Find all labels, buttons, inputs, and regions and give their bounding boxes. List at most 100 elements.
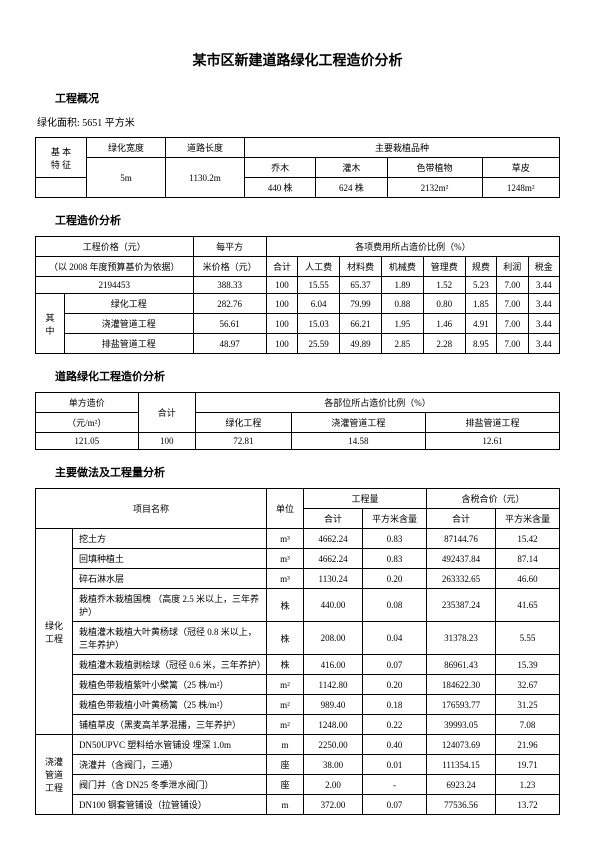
c-material: 材料费 (340, 257, 382, 277)
method-qty-table: 项目名称 单位 工程量 含税合价（元） 合计 平方米含量 合计 平方米含量 绿化… (35, 488, 560, 815)
cell: 座 (267, 755, 304, 775)
cell: 0.40 (363, 735, 427, 755)
cell: 株 (267, 655, 304, 675)
cell: 阀门井（含 DN25 冬季泄水阀门） (73, 775, 267, 795)
cell: 0.22 (363, 715, 427, 735)
cell: 0.04 (363, 622, 427, 655)
cell: 38.00 (304, 755, 363, 775)
cell: 19.71 (496, 755, 560, 775)
green-area-text: 绿化面积: 5651 平方米 (37, 114, 560, 129)
table-row: 栽植灌木栽植大叶黄杨球（冠径 0.8 米以上，三年养护）株208.000.043… (36, 622, 560, 655)
table-row: 阀门井（含 DN25 冬季泄水阀门）座2.00-6923.241.23 (36, 775, 560, 795)
cell: 41.65 (496, 589, 560, 622)
cell: 0.07 (363, 795, 427, 815)
h-ratio: 各项费用所占造价比例（%） (266, 237, 559, 257)
cell: m (267, 735, 304, 755)
cell: 0.18 (363, 695, 427, 715)
cell: 4662.24 (304, 549, 363, 569)
cell: 7.08 (496, 715, 560, 735)
table-row: 铺植草皮（黑麦高羊茅混播，三年养护）m²1248.000.2239993.057… (36, 715, 560, 735)
cell: 栽植色带栽植小叶黄杨篱（25 株/m²） (73, 695, 267, 715)
cell: - (363, 775, 427, 795)
section-overview-heading: 工程概况 (55, 90, 560, 106)
cell: 263332.65 (427, 569, 496, 589)
h-ratio: 各部位所占造价比例（%） (196, 393, 560, 413)
cell: m² (267, 715, 304, 735)
row-total: 2194453 388.33 100 15.55 65.37 1.89 1.52… (36, 277, 560, 294)
h-basis: （以 2008 年度预算基价为依据） (36, 257, 194, 277)
cell: 372.00 (304, 795, 363, 815)
row-green: 其 中 绿化工程 282.76 100 6.04 79.99 0.88 0.80… (36, 294, 560, 314)
cell: m² (267, 695, 304, 715)
road-cost-table: 单方造价 合计 各部位所占造价比例（%） （元/m²） 绿化工程 浇灌管道工程 … (35, 392, 560, 450)
h-qty-total: 合计 (304, 509, 363, 529)
col-species: 主要栽植品种 (245, 138, 560, 158)
val-colorband: 2132m² (387, 178, 482, 198)
cell: 5.55 (496, 622, 560, 655)
h-unit: 单位 (267, 489, 304, 529)
h-total: 合计 (138, 393, 195, 433)
table-row: 绿化 工程挖土方m³4662.240.8387144.7615.42 (36, 529, 560, 549)
table-row: 浇灌 管道 工程DN50UPVC 塑料给水管铺设 埋深 1.0mm2250.00… (36, 735, 560, 755)
cell: 124073.69 (427, 735, 496, 755)
table-row: 碎石淋水层m³1130.240.20263332.6546.60 (36, 569, 560, 589)
cell: 株 (267, 589, 304, 622)
cell: 31.25 (496, 695, 560, 715)
cell: 0.07 (363, 655, 427, 675)
cell: 栽植灌木栽植剥桧球（冠径 0.6 米，三年养护） (73, 655, 267, 675)
cell: 0.20 (363, 675, 427, 695)
h-unit: 单方造价 (36, 393, 139, 413)
col-length: 道路长度 (166, 138, 245, 158)
cell: 浇灌井（含阀门，三通） (73, 755, 267, 775)
v-unit: 121.05 (36, 433, 139, 450)
h-cost-total: 合计 (427, 509, 496, 529)
cell: 1248.00 (304, 715, 363, 735)
cell: 235387.24 (427, 589, 496, 622)
cell: m³ (267, 529, 304, 549)
label-qz: 其 中 (36, 294, 65, 354)
cell: 39993.05 (427, 715, 496, 735)
c-tax: 税金 (528, 257, 559, 277)
cell: 挖土方 (73, 529, 267, 549)
cell: 0.83 (363, 549, 427, 569)
cell: 176593.77 (427, 695, 496, 715)
basic-label: 基 本 特 征 (36, 138, 87, 178)
col-shrub: 灌木 (316, 158, 387, 178)
col-colorband: 色带植物 (387, 158, 482, 178)
cell: m³ (267, 549, 304, 569)
cell: m (267, 795, 304, 815)
val-length: 1130.2m (166, 158, 245, 198)
cell: 46.60 (496, 569, 560, 589)
cell: 989.40 (304, 695, 363, 715)
cell: 111354.15 (427, 755, 496, 775)
cell: 回填种植土 (73, 549, 267, 569)
cell: 铺植草皮（黑麦高羊茅混播，三年养护） (73, 715, 267, 735)
cell: 1130.24 (304, 569, 363, 589)
cell: 座 (267, 775, 304, 795)
h-item: 项目名称 (36, 489, 267, 529)
h-qty-persqm: 平方米含量 (363, 509, 427, 529)
cell: 0.20 (363, 569, 427, 589)
overview-table: 基 本 特 征 绿化宽度 道路长度 主要栽植品种 5m 1130.2m 乔木 灌… (35, 137, 560, 198)
cell: 416.00 (304, 655, 363, 675)
h-sqm: 每平方 (193, 237, 266, 257)
row-irri: 浇灌管道工程 56.61 100 15.03 66.21 1.95 1.46 4… (36, 314, 560, 334)
c-green: 绿化工程 (196, 413, 292, 433)
cell: 15.39 (496, 655, 560, 675)
cell: 4662.24 (304, 529, 363, 549)
group-irri: 浇灌 管道 工程 (36, 735, 73, 815)
cell: 2250.00 (304, 735, 363, 755)
cell: m² (267, 675, 304, 695)
cell: DN50UPVC 塑料给水管铺设 埋深 1.0m (73, 735, 267, 755)
cell: 87144.76 (427, 529, 496, 549)
col-tree: 乔木 (245, 158, 316, 178)
v-total: 100 (138, 433, 195, 450)
cell: 栽植灌木栽植大叶黄杨球（冠径 0.8 米以上，三年养护） (73, 622, 267, 655)
cell: 碎石淋水层 (73, 569, 267, 589)
c-fee: 规费 (465, 257, 496, 277)
c-manage: 管理费 (423, 257, 465, 277)
table-row: 浇灌井（含阀门，三通）座38.000.01111354.1519.71 (36, 755, 560, 775)
v-irri: 14.58 (291, 433, 425, 450)
cell: 1142.80 (304, 675, 363, 695)
section-method-heading: 主要做法及工程量分析 (55, 464, 560, 480)
